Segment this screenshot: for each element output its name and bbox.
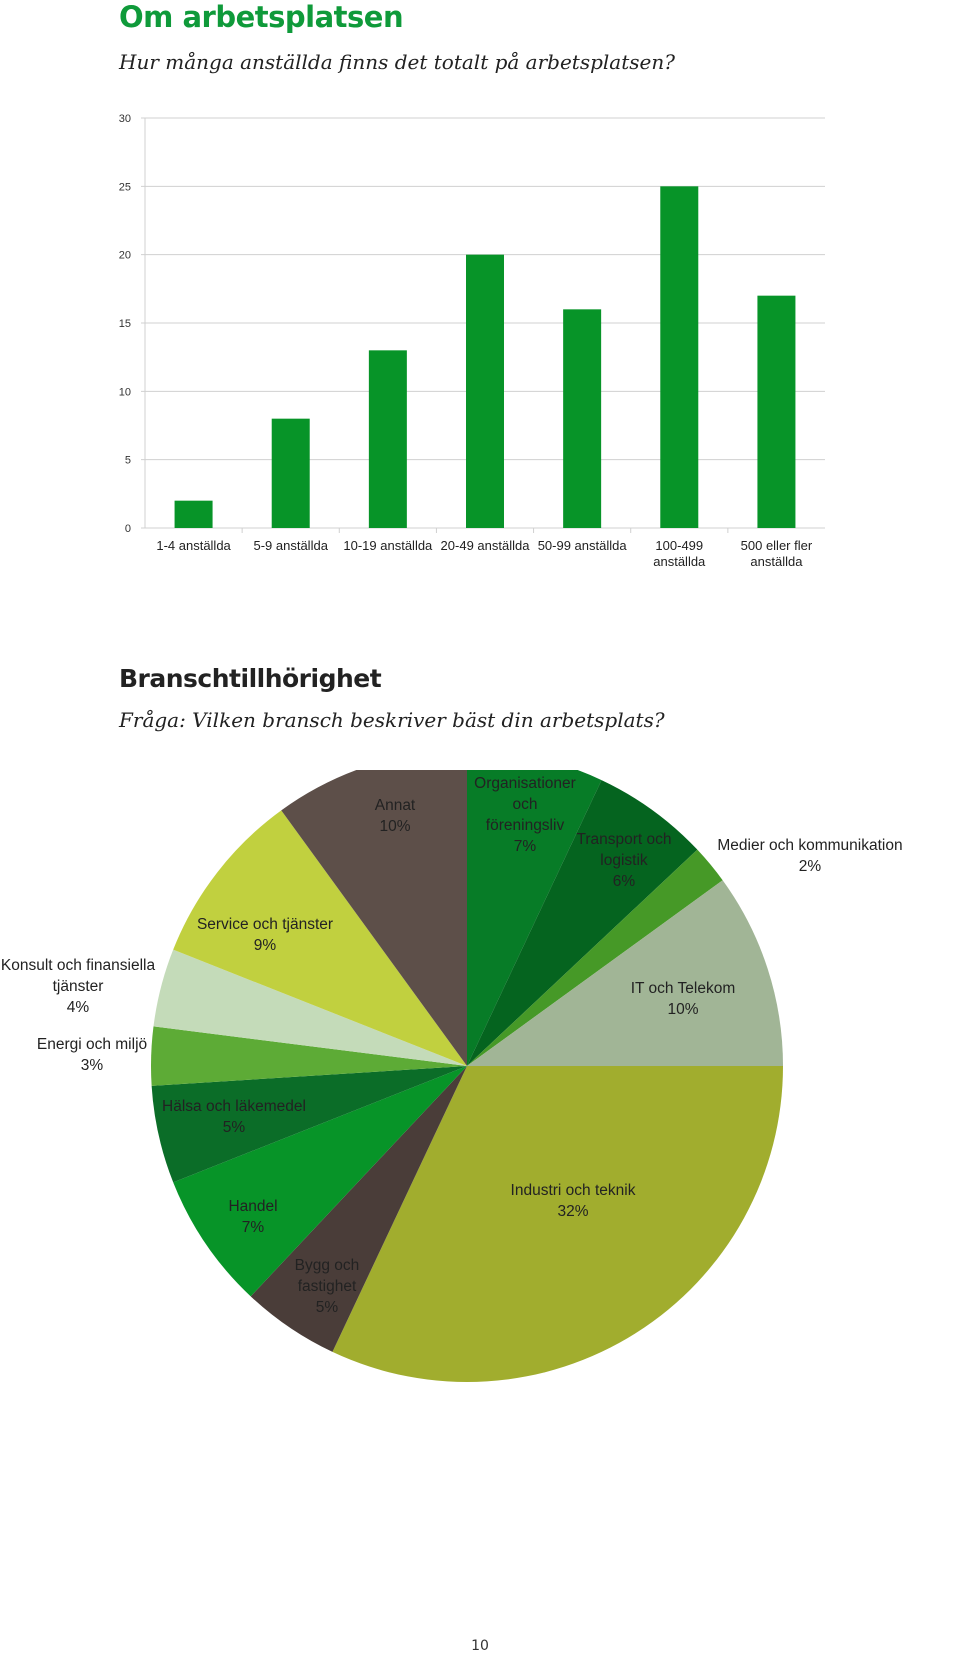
bar-chart-x-axis: 1-4 anställda 5-9 anställda 10-19 anställd… [156, 538, 813, 569]
pie-label-konsult-och-finansiella-tjanster: Konsult och finansiella tjänster 4% [1, 957, 156, 1016]
x-tick-label: 500 eller fler anställda [741, 538, 813, 569]
bar-chart-bars [174, 186, 796, 528]
pie-label-transport-och-logistik: Transport och logistik 6% [576, 831, 671, 890]
section-title-industry: Branschtillhörighet [119, 664, 382, 693]
y-tick-label: 5 [125, 455, 131, 467]
pie-label-handel: Handel 7% [228, 1198, 277, 1236]
pie-slice-industri-och-teknik [332, 1066, 783, 1382]
page-number: 10 [471, 1638, 489, 1654]
section-title-workplace: Om arbetsplatsen [119, 0, 404, 34]
pie-slice-energi-och-miljo [151, 1026, 467, 1086]
pie-label-medier-och-kommunikation: Medier och kommunikation 2% [717, 837, 902, 875]
bar-1-4-anstallda [174, 500, 213, 528]
pie-label-annat: Annat 10% [375, 797, 416, 835]
x-tick-label: 5-9 anställda [253, 538, 328, 553]
pie-label-service-och-tjanster: Service och tjänster 9% [197, 916, 333, 954]
x-tick-label: 1-4 anställda [156, 538, 231, 553]
pie-slice-halsa-och-lakemedel [151, 1066, 468, 1183]
pie-label-halsa-och-lakemedel: Hälsa och läkemedel 5% [162, 1098, 306, 1136]
bar-500-eller-fler-anstallda [757, 295, 796, 528]
y-tick-label: 20 [119, 250, 131, 262]
pie-slice-bygg-och-fastighet [250, 1066, 467, 1352]
x-tick-label: 50-99 anställda [538, 538, 628, 553]
pie-slice-it-och-telekom [467, 880, 783, 1066]
bar-chart-y-axis: 0 5 10 15 20 25 30 [119, 113, 131, 535]
bar-10-19-anstallda [368, 350, 407, 528]
pie-label-bygg-och-fastighet: Bygg och fastighet 5% [295, 1257, 360, 1316]
pie-label-it-och-telekom: IT och Telekom 10% [631, 980, 736, 1018]
y-tick-label: 10 [119, 386, 131, 398]
pie-slice-handel [173, 1066, 468, 1297]
pie-label-energi-och-miljo: Energi och miljö 3% [37, 1036, 147, 1074]
bar-20-49-anstallda [466, 254, 504, 528]
pie-slice-transport-och-logistik [467, 780, 698, 1066]
y-tick-label: 25 [119, 181, 131, 193]
pie-slice-medier-och-kommunikation [467, 849, 723, 1066]
pie-chart-slices [151, 770, 783, 1382]
pie-label-organisationer-och-foreningsliv: Organisationer och föreningsliv 7% [474, 775, 576, 855]
pie-label-industri-och-teknik: Industri och teknik 32% [511, 1182, 636, 1220]
y-tick-label: 30 [119, 113, 131, 125]
pie-chart-industry: Organisationer och föreningsliv 7% Transport… [1, 770, 903, 1382]
pie-slice-annat [281, 770, 467, 1066]
y-tick-label: 0 [125, 523, 131, 535]
x-tick-label: 10-19 anställda [343, 538, 433, 553]
pie-slice-konsult-och-finansiella-tjanster [153, 949, 467, 1066]
bar-50-99-anstallda [563, 309, 602, 528]
x-tick-label: 20-49 anställda [441, 538, 531, 553]
x-tick-label: 100-499 anställda [653, 538, 706, 569]
bar-5-9-anstallda [271, 418, 310, 528]
pie-slice-service-och-tjanster [173, 810, 468, 1066]
pie-chart-labels: Organisationer och föreningsliv 7% Transport… [1, 775, 903, 1316]
question-industry: Fråga: Vilken bransch beskriver bäst din… [119, 708, 665, 732]
bar-100-499-anstallda [660, 186, 699, 528]
y-tick-label: 15 [119, 318, 131, 330]
question-employee-count: Hur många anställda finns det totalt på … [119, 50, 675, 74]
pie-slice-organisationer-och-foreningsliv [467, 770, 602, 1066]
